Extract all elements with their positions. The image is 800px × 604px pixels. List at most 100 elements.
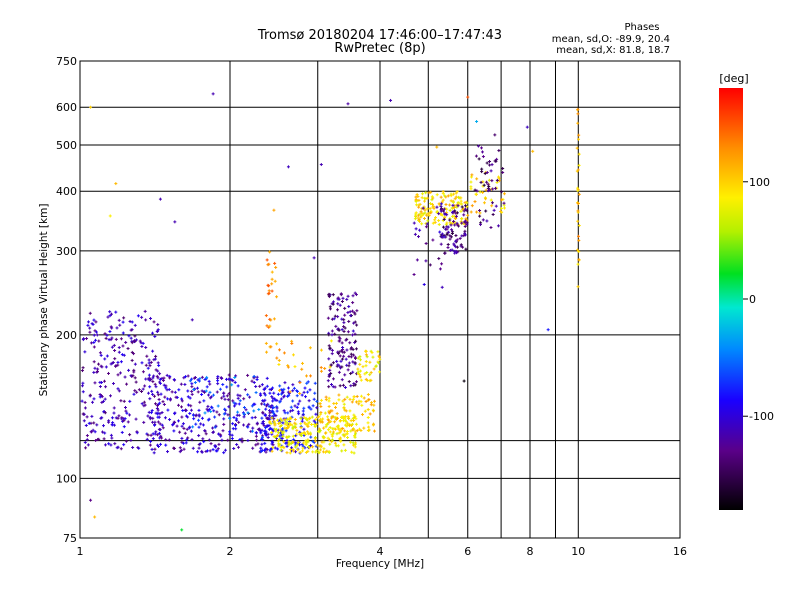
data-point [110, 416, 114, 420]
data-point [231, 427, 235, 431]
data-point [285, 451, 289, 455]
data-point [425, 213, 429, 217]
data-point [182, 447, 186, 451]
data-point [440, 285, 444, 289]
data-point [156, 393, 160, 397]
data-point [158, 372, 162, 376]
data-point [337, 398, 341, 402]
data-point [95, 369, 99, 373]
data-point [299, 422, 303, 426]
data-point [264, 433, 268, 437]
data-point [112, 343, 116, 347]
data-point [337, 427, 341, 431]
data-point [443, 212, 447, 216]
data-point [343, 373, 347, 377]
data-point [440, 200, 444, 204]
data-point [576, 189, 580, 193]
data-point [455, 223, 459, 227]
data-point [170, 390, 174, 394]
y-axis-label: Stationary phase Virtual Height [km] [38, 204, 50, 397]
data-point [211, 92, 215, 96]
data-point [451, 200, 455, 204]
data-point [576, 112, 580, 116]
data-point [123, 405, 127, 409]
data-point [142, 420, 146, 424]
data-point [252, 402, 256, 406]
data-point [143, 309, 147, 313]
data-point [255, 438, 259, 442]
data-point [546, 328, 550, 332]
data-point [442, 217, 446, 221]
data-point [439, 242, 443, 246]
data-point [339, 292, 343, 296]
data-point [143, 384, 147, 388]
data-point [455, 238, 459, 242]
data-point [265, 424, 269, 428]
data-point [310, 445, 314, 449]
data-point [191, 425, 195, 429]
data-point [197, 425, 201, 429]
data-point [99, 416, 103, 420]
data-point [237, 402, 241, 406]
data-point [338, 354, 342, 358]
data-point [93, 366, 97, 370]
data-point [368, 412, 372, 416]
data-point [298, 432, 302, 436]
data-point [266, 402, 270, 406]
data-point [322, 426, 326, 430]
data-point [270, 416, 274, 420]
data-point [417, 198, 421, 202]
data-point [238, 399, 242, 403]
data-point [288, 409, 292, 413]
data-point [443, 251, 447, 255]
data-point [181, 409, 185, 413]
x-tick-label: 10 [571, 545, 585, 558]
data-point [314, 417, 318, 421]
data-point [166, 408, 170, 412]
data-point [454, 191, 458, 195]
data-point [267, 418, 271, 422]
data-point [333, 441, 337, 445]
data-point [576, 201, 580, 205]
data-point [184, 441, 188, 445]
data-point [371, 423, 375, 427]
data-point [213, 415, 217, 419]
data-point [283, 381, 287, 385]
data-point [353, 434, 357, 438]
data-point [159, 434, 163, 438]
data-point [302, 406, 306, 410]
data-point [211, 448, 215, 452]
data-point [233, 375, 237, 379]
data-point [502, 201, 506, 205]
data-point [352, 413, 356, 417]
data-point [421, 192, 425, 196]
data-point [213, 425, 217, 429]
data-point [111, 382, 115, 386]
data-point [329, 383, 333, 387]
data-point [450, 228, 454, 232]
data-point [451, 214, 455, 218]
data-point [220, 377, 224, 381]
data-point [93, 430, 97, 434]
data-point [413, 217, 417, 221]
data-point [347, 361, 351, 365]
data-point [159, 442, 163, 446]
data-point [345, 424, 349, 428]
data-point [321, 435, 325, 439]
data-point [284, 420, 288, 424]
data-point [302, 416, 306, 420]
data-point [137, 388, 141, 392]
data-point [454, 234, 458, 238]
data-point [349, 346, 353, 350]
data-point [271, 386, 275, 390]
data-point [156, 329, 160, 333]
data-point [424, 225, 428, 229]
data-point [228, 432, 232, 436]
data-point [291, 426, 295, 430]
data-point [479, 180, 483, 184]
data-point [487, 178, 491, 182]
data-point [362, 396, 366, 400]
data-point [349, 419, 353, 423]
data-point [294, 445, 298, 449]
data-point [354, 339, 358, 343]
